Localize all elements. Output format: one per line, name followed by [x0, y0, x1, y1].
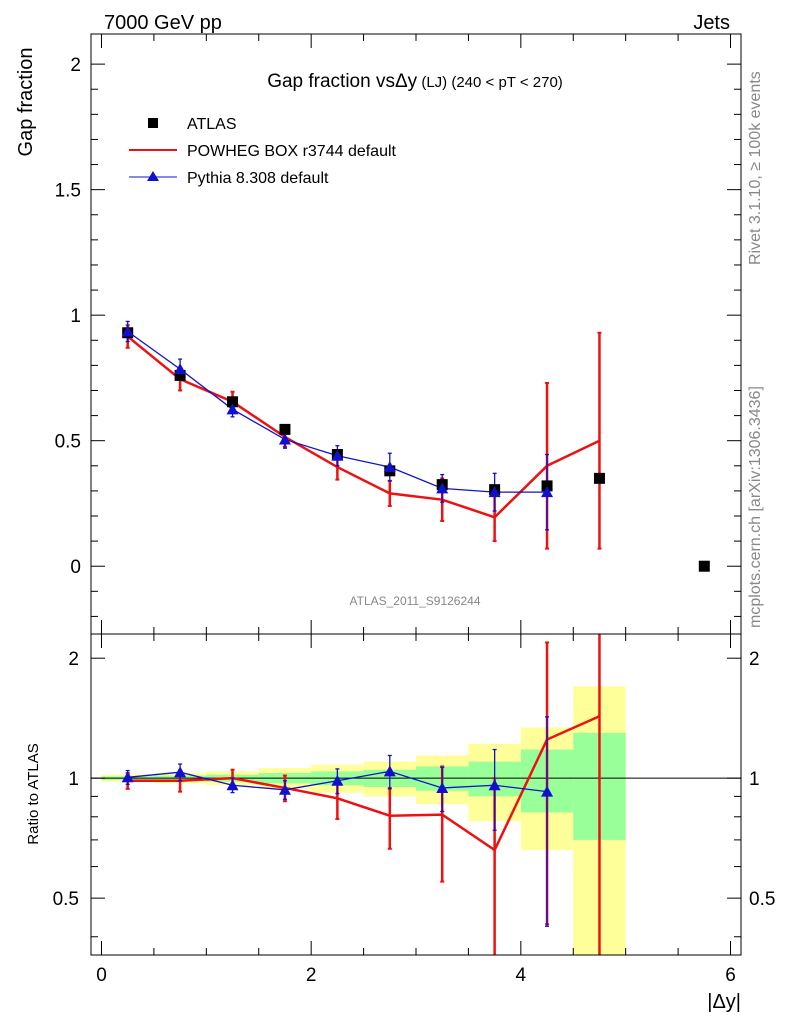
y-tick-label: 0 — [70, 557, 81, 578]
y-tick-label: 1.5 — [55, 181, 81, 202]
main-plot-title: Gap fraction vsΔy (LJ) (240 < pT < 270) — [267, 71, 563, 92]
atlas-data-point — [593, 472, 605, 484]
x-tick-label: 6 — [725, 965, 736, 986]
x-tick-label: 4 — [516, 965, 527, 986]
pythia-marker — [541, 486, 554, 498]
main-plot-ticks: 0 0.5 1 1.5 2 — [55, 34, 741, 634]
pythia-marker — [436, 482, 449, 494]
pythia-ratio-marker — [121, 771, 134, 783]
ratio-y-tick-label-left: 2 — [68, 649, 79, 670]
legend-pythia-label: Pythia 8.308 default — [187, 170, 329, 187]
pythia-marker — [121, 325, 134, 337]
powheg-line — [126, 335, 601, 519]
atlas-data-point — [541, 480, 553, 492]
y-tick-label: 2 — [70, 55, 81, 76]
ratio-y-tick-label-left: 1 — [68, 769, 79, 790]
pythia-marker — [331, 449, 344, 461]
legend: ATLAS POWHEG BOX r3744 default Pythia 8.… — [129, 116, 397, 187]
pythia-ratio-marker — [226, 779, 239, 791]
ratio-y-tick-label-right: 1 — [749, 769, 760, 790]
pythia-ratio-marker — [488, 779, 501, 791]
legend-powheg-label: POWHEG BOX r3744 default — [187, 143, 397, 160]
analysis-watermark: ATLAS_2011_S9126244 — [350, 594, 481, 608]
ratio-plot-ticks: 0.5 0.5 1 1 2 2 0 2 4 6 — [53, 634, 775, 986]
header-left: 7000 GeV pp — [104, 12, 222, 34]
atlas-data-point — [174, 369, 186, 381]
pythia-ratio-marker — [174, 766, 187, 778]
main-plot-panel: 0 0.5 1 1.5 2 Gap fraction ATLAS_2011_S91262… — [15, 33, 742, 635]
atlas-data-point — [279, 423, 291, 435]
ratio-y-tick-label-right: 0.5 — [749, 889, 775, 910]
pythia-marker — [488, 486, 501, 498]
pythia-ratio-marker — [383, 765, 396, 777]
pythia-marker — [174, 363, 187, 375]
mcplots-label: mcplots.cern.ch [arXiv:1306.3436] — [747, 386, 764, 628]
legend-atlas-label: ATLAS — [187, 116, 237, 133]
header-right: Jets — [693, 12, 730, 34]
atlas-data-point — [227, 396, 239, 408]
ratio-y-tick-label-right: 2 — [749, 649, 760, 670]
x-tick-label: 2 — [306, 965, 317, 986]
x-axis-label: |Δy| — [707, 991, 741, 1013]
main-plot-series — [121, 320, 710, 572]
pythia-ratio-marker — [436, 781, 449, 793]
ratio-y-tick-label-left: 0.5 — [53, 889, 79, 910]
x-tick-label: 0 — [96, 965, 107, 986]
legend-pythia-marker — [147, 171, 159, 181]
ratio-plot-panel: 0.5 0.5 1 1 2 2 0 2 4 6 Ratio to ATLAS |Δy| — [25, 633, 775, 1013]
ratio-plot-series — [121, 634, 601, 955]
y-tick-label: 0.5 — [55, 432, 81, 453]
powheg-ratio-line — [127, 715, 600, 852]
atlas-data-point — [698, 560, 710, 572]
y-tick-label: 1 — [70, 306, 81, 327]
main-y-axis-label: Gap fraction — [15, 48, 37, 157]
rivet-label: Rivet 3.1.10, ≥ 100k events — [747, 71, 764, 265]
pythia-ratio-marker — [278, 783, 291, 795]
ratio-y-axis-label: Ratio to ATLAS — [25, 743, 42, 844]
pythia-marker — [383, 461, 396, 473]
legend-atlas-marker — [148, 118, 158, 128]
pythia-marker — [226, 403, 239, 415]
pythia-marker — [278, 433, 291, 445]
pythia-ratio-marker — [541, 785, 554, 797]
pythia-ratio-marker — [331, 774, 344, 786]
